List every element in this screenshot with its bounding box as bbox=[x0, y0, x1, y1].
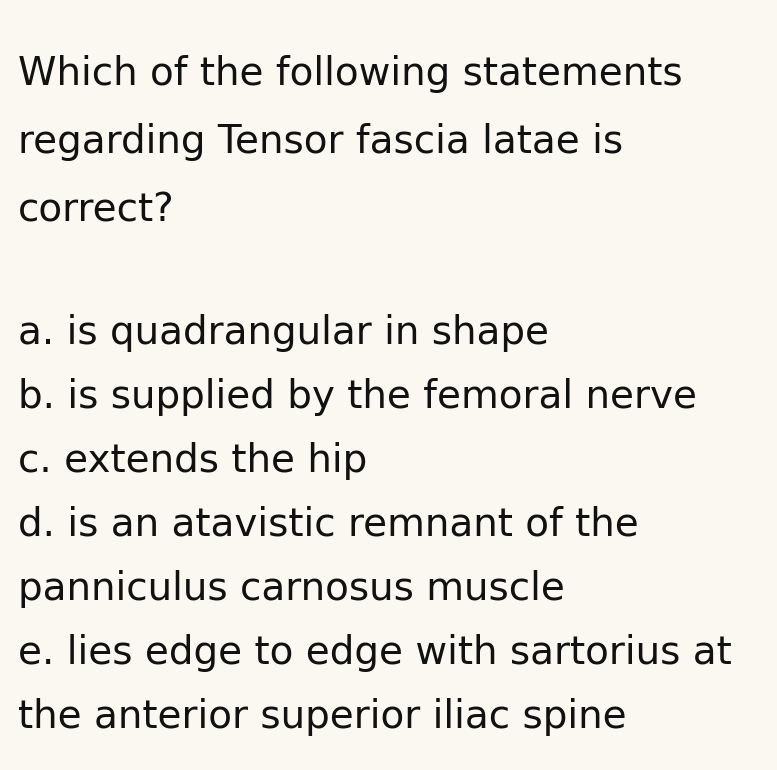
Text: the anterior superior iliac spine: the anterior superior iliac spine bbox=[18, 698, 626, 736]
Text: c. extends the hip: c. extends the hip bbox=[18, 442, 368, 480]
Text: correct?: correct? bbox=[18, 191, 175, 229]
Text: a. is quadrangular in shape: a. is quadrangular in shape bbox=[18, 314, 549, 352]
Text: regarding Tensor fascia latae is: regarding Tensor fascia latae is bbox=[18, 123, 623, 161]
Text: Which of the following statements: Which of the following statements bbox=[18, 55, 683, 93]
Text: d. is an atavistic remnant of the: d. is an atavistic remnant of the bbox=[18, 506, 639, 544]
Text: panniculus carnosus muscle: panniculus carnosus muscle bbox=[18, 570, 565, 608]
Text: b. is supplied by the femoral nerve: b. is supplied by the femoral nerve bbox=[18, 378, 697, 416]
Text: e. lies edge to edge with sartorius at: e. lies edge to edge with sartorius at bbox=[18, 634, 732, 672]
